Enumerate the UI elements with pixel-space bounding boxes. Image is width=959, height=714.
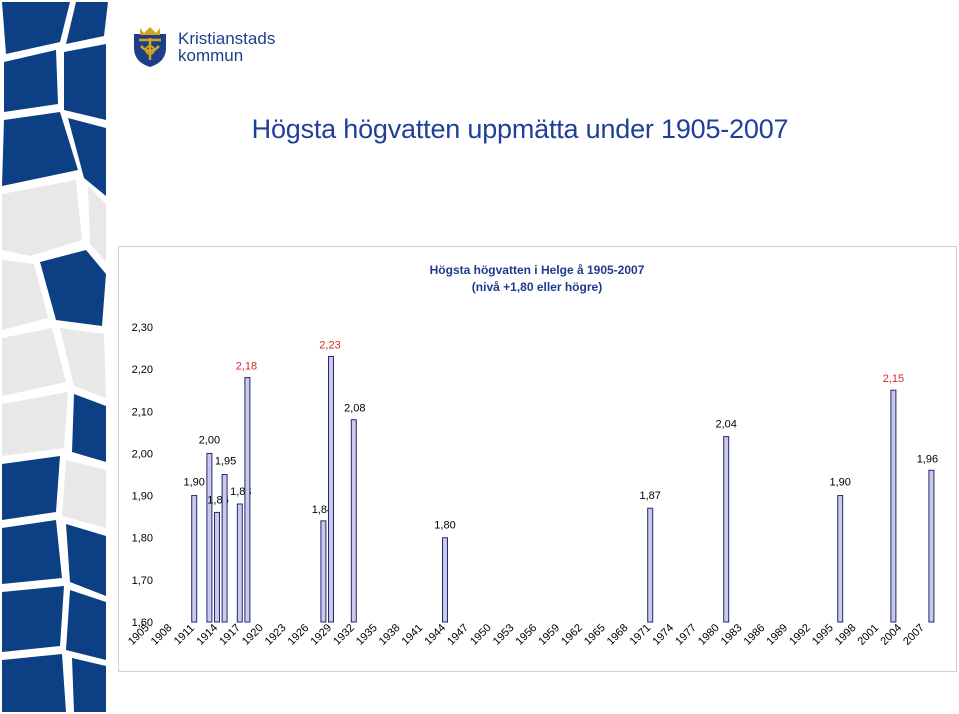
x-tick-label: 1947 xyxy=(445,622,471,648)
x-tick-label: 2004 xyxy=(878,622,904,648)
x-tick-label: 1929 xyxy=(308,622,334,648)
bar xyxy=(890,389,897,623)
x-tick-label: 1953 xyxy=(491,622,517,648)
x-tick-label: 1962 xyxy=(559,622,585,648)
x-tick-label: 1983 xyxy=(719,622,745,648)
data-label: 2,00 xyxy=(199,434,220,446)
x-tick-label: 1989 xyxy=(764,622,790,648)
data-label: 1,96 xyxy=(917,453,938,465)
water-level-chart: Högsta högvatten i Helge å 1905-2007 (niv… xyxy=(126,263,938,648)
x-tick-label: 1920 xyxy=(240,622,266,648)
x-tick-label: 1986 xyxy=(742,622,768,648)
logo-name-line1: Kristianstads xyxy=(178,29,276,48)
bar xyxy=(647,507,654,623)
x-tick-label: 1977 xyxy=(673,622,699,648)
data-label: 1,87 xyxy=(639,490,660,502)
y-tick-label: 2,20 xyxy=(132,364,153,376)
x-tick-label: 1965 xyxy=(582,622,608,648)
data-label: 1,95 xyxy=(215,456,236,468)
y-tick-label: 2,30 xyxy=(132,322,153,334)
bar xyxy=(320,520,327,623)
data-label: 1,90 xyxy=(183,477,204,489)
data-label: 2,04 xyxy=(715,419,736,431)
y-tick-label: 1,70 xyxy=(132,575,153,587)
x-tick-label: 1971 xyxy=(628,622,654,648)
x-tick-label: 1941 xyxy=(400,622,426,648)
x-tick-label: 1926 xyxy=(286,622,312,648)
x-tick-label: 2001 xyxy=(856,622,882,648)
chart-subtitle: (nivå +1,80 eller högre) xyxy=(472,280,602,294)
bar xyxy=(206,452,213,623)
kristianstads-kommun-logo: Kristianstads kommun xyxy=(131,26,281,70)
chart-title: Högsta högvatten i Helge å 1905-2007 xyxy=(430,263,645,277)
x-tick-label: 1935 xyxy=(354,622,380,648)
y-tick-label: 2,00 xyxy=(132,448,153,460)
bar xyxy=(191,495,198,623)
x-tick-label: 1998 xyxy=(833,622,859,648)
bar xyxy=(442,537,448,623)
x-tick-label: 1911 xyxy=(172,622,197,647)
x-tick-label: 1995 xyxy=(810,622,836,648)
x-tick-label: 1956 xyxy=(514,622,540,648)
data-label: 2,08 xyxy=(344,403,365,415)
y-tick-label: 1,60 xyxy=(132,617,153,629)
x-tick-label: 1959 xyxy=(536,622,562,648)
bar xyxy=(236,503,243,623)
x-tick-label: 1932 xyxy=(331,622,357,648)
bar xyxy=(837,495,844,623)
y-tick-label: 1,80 xyxy=(132,533,153,545)
bar xyxy=(723,436,730,623)
bar xyxy=(214,511,220,623)
logo-name-line2: kommun xyxy=(178,46,244,65)
x-tick-label: 1968 xyxy=(605,622,631,648)
data-label: 1,80 xyxy=(434,520,455,532)
x-tick-label: 1944 xyxy=(422,622,448,648)
data-label: 2,15 xyxy=(883,373,904,385)
x-tick-label: 1980 xyxy=(696,622,722,648)
page-title: Högsta högvatten uppmätta under 1905-200… xyxy=(251,114,789,144)
x-tick-label: 1974 xyxy=(650,622,676,648)
chart-frame: Högsta högvatten i Helge å 1905-2007 (niv… xyxy=(118,246,957,672)
decorative-mosaic xyxy=(0,0,112,714)
coat-of-arms-icon xyxy=(134,27,166,67)
x-tick-label: 1914 xyxy=(194,622,220,648)
x-tick-label: 1917 xyxy=(217,622,243,648)
x-tick-label: 1938 xyxy=(377,622,403,648)
data-label: 2,23 xyxy=(319,340,340,352)
x-tick-label: 1950 xyxy=(468,622,494,648)
x-tick-label: 1923 xyxy=(263,622,289,648)
y-tick-label: 1,90 xyxy=(132,491,153,503)
y-tick-label: 2,10 xyxy=(132,406,153,418)
x-tick-label: 2007 xyxy=(901,622,927,648)
bar xyxy=(328,356,334,623)
bar xyxy=(244,377,251,623)
data-label: 1,90 xyxy=(829,477,850,489)
data-label: 2,18 xyxy=(236,361,257,373)
bar xyxy=(928,469,935,623)
x-tick-label: 1992 xyxy=(787,622,813,648)
bar xyxy=(221,474,228,623)
bar xyxy=(350,419,357,623)
data-label: 1,84 xyxy=(312,504,333,516)
